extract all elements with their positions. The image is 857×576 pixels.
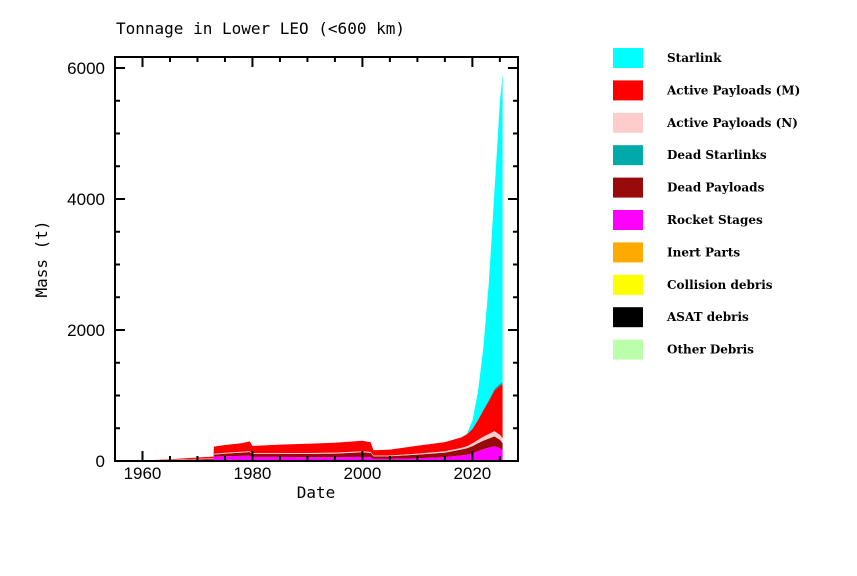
- area-active-payloads-n: [126, 431, 503, 461]
- legend-label-dead-payloads: Dead Payloads: [667, 181, 765, 195]
- legend-label-other-debris: Other Debris: [667, 343, 754, 357]
- legend-label-rocket-stages: Rocket Stages: [667, 213, 763, 227]
- legend-label-inert-parts: Inert Parts: [667, 245, 740, 259]
- stacked-areas: [126, 74, 503, 461]
- legend: Starlink Active Payloads (M) Active Payloa…: [613, 48, 800, 360]
- chart-title: Tonnage in Lower LEO (<600 km): [116, 19, 405, 38]
- y-tick-label: 6000: [67, 59, 105, 78]
- x-axis-label: Date: [297, 483, 336, 502]
- legend-swatch-inert-parts: [613, 242, 643, 263]
- area-active-payloads-m: [126, 384, 503, 461]
- x-tick-label: 2000: [343, 464, 381, 483]
- legend-label-collision-debris: Collision debris: [667, 278, 773, 292]
- legend-label-starlink: Starlink: [667, 51, 722, 65]
- area-starlink: [126, 74, 503, 461]
- y-axis-label: Mass (t): [32, 220, 51, 297]
- y-tick-label: 4000: [67, 190, 105, 209]
- legend-swatch-dead-payloads: [613, 177, 643, 198]
- legend-swatch-collision-debris: [613, 274, 643, 295]
- x-tick-labels: 1960 1980 2000 2020: [124, 464, 492, 483]
- y-tick-label: 2000: [67, 321, 105, 340]
- legend-label-dead-starlinks: Dead Starlinks: [667, 148, 767, 162]
- legend-swatch-other-debris: [613, 339, 643, 360]
- area-rocket-stages: [126, 446, 503, 461]
- area-dead-payloads: [126, 436, 503, 461]
- x-tick-label: 2020: [453, 464, 491, 483]
- y-tick-labels: 0 2000 4000 6000: [67, 59, 105, 471]
- legend-swatch-rocket-stages: [613, 210, 643, 230]
- legend-swatch-asat-debris: [613, 307, 643, 328]
- legend-swatch-active-payloads-m: [613, 80, 643, 101]
- legend-swatch-starlink: [613, 48, 643, 68]
- legend-label-asat-debris: ASAT debris: [666, 310, 749, 324]
- legend-swatch-active-payloads-n: [613, 112, 643, 133]
- x-tick-label: 1960: [124, 464, 162, 483]
- x-tick-label: 1980: [234, 464, 272, 483]
- y-tick-label: 0: [96, 452, 105, 471]
- axis-ticks: [114, 57, 518, 462]
- legend-label-active-payloads-n: Active Payloads (N): [666, 116, 798, 130]
- legend-label-active-payloads-m: Active Payloads (M): [666, 83, 800, 97]
- legend-swatch-dead-starlinks: [613, 145, 643, 166]
- plot-frame: [114, 56, 519, 462]
